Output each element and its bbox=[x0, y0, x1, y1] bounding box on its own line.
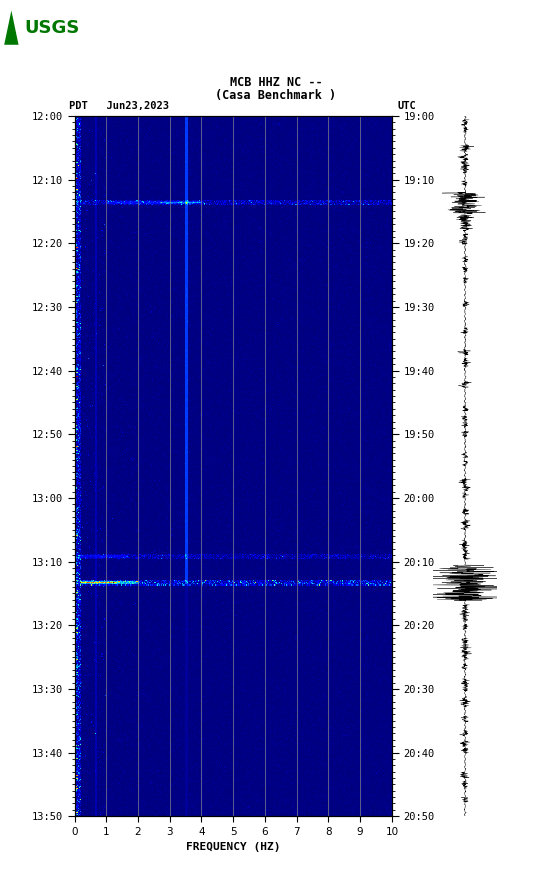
Text: PDT   Jun23,2023: PDT Jun23,2023 bbox=[69, 101, 169, 111]
X-axis label: FREQUENCY (HZ): FREQUENCY (HZ) bbox=[186, 842, 280, 852]
Text: (Casa Benchmark ): (Casa Benchmark ) bbox=[215, 88, 337, 102]
Text: UTC: UTC bbox=[397, 101, 416, 111]
Polygon shape bbox=[4, 11, 19, 45]
Text: USGS: USGS bbox=[24, 19, 79, 37]
Text: MCB HHZ NC --: MCB HHZ NC -- bbox=[230, 76, 322, 89]
